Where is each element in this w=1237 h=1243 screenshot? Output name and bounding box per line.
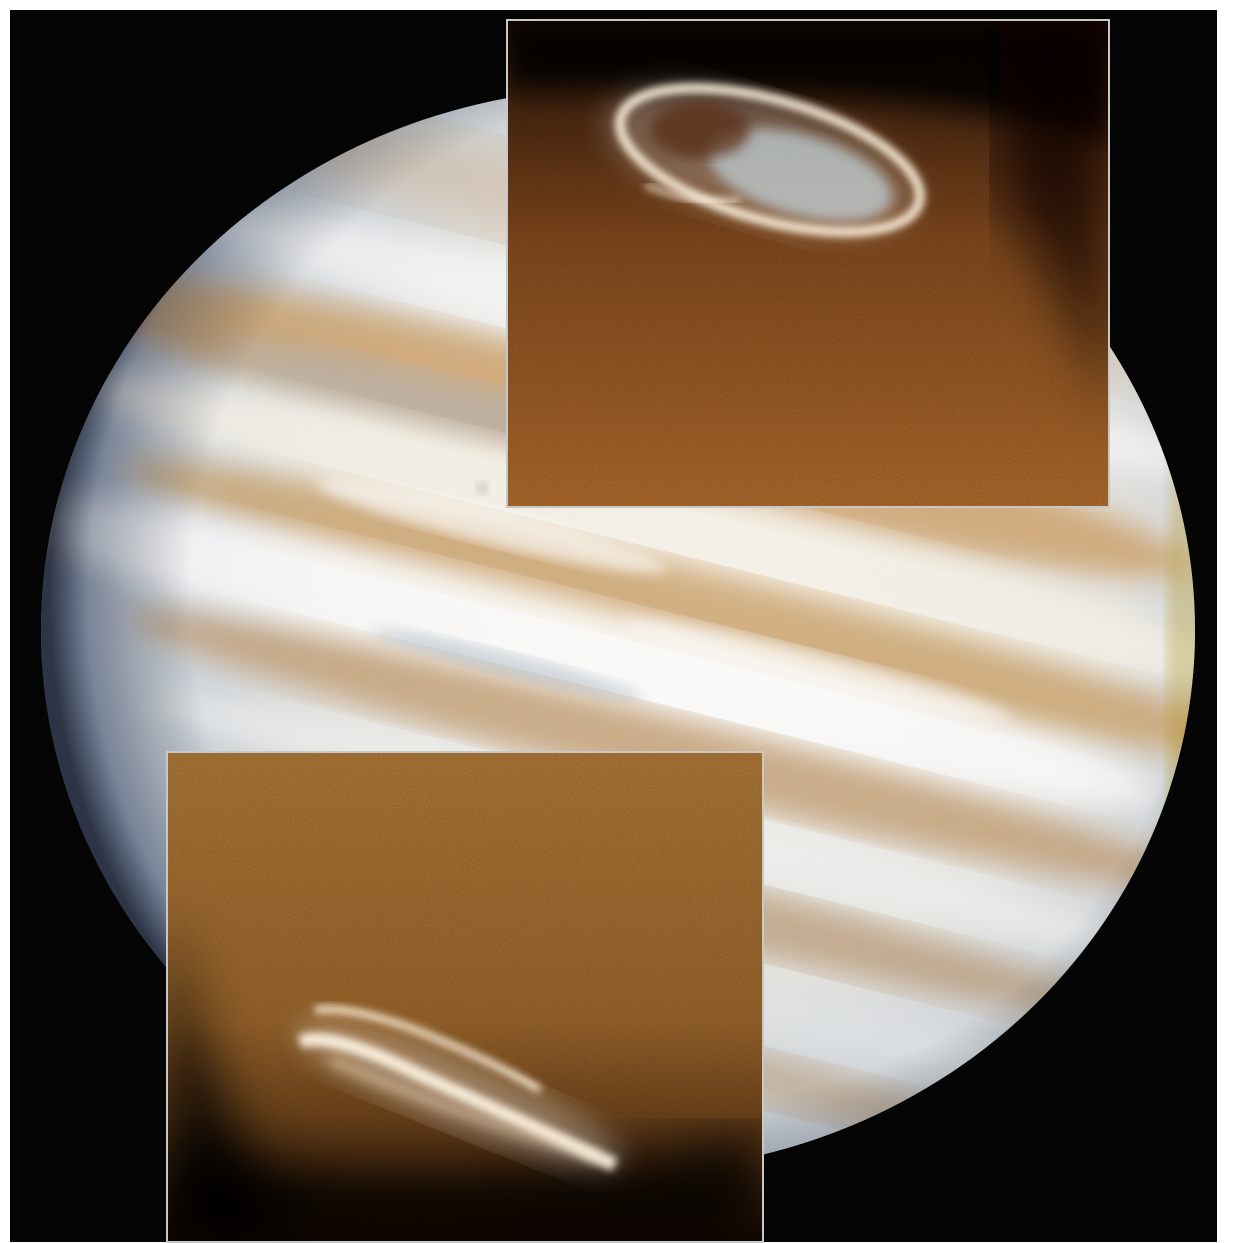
south-polar-aurora-inset <box>166 751 764 1243</box>
north-polar-aurora-inset <box>506 19 1110 508</box>
north-aurora-oval <box>605 83 925 237</box>
south-aurora-arcs <box>297 1005 623 1172</box>
